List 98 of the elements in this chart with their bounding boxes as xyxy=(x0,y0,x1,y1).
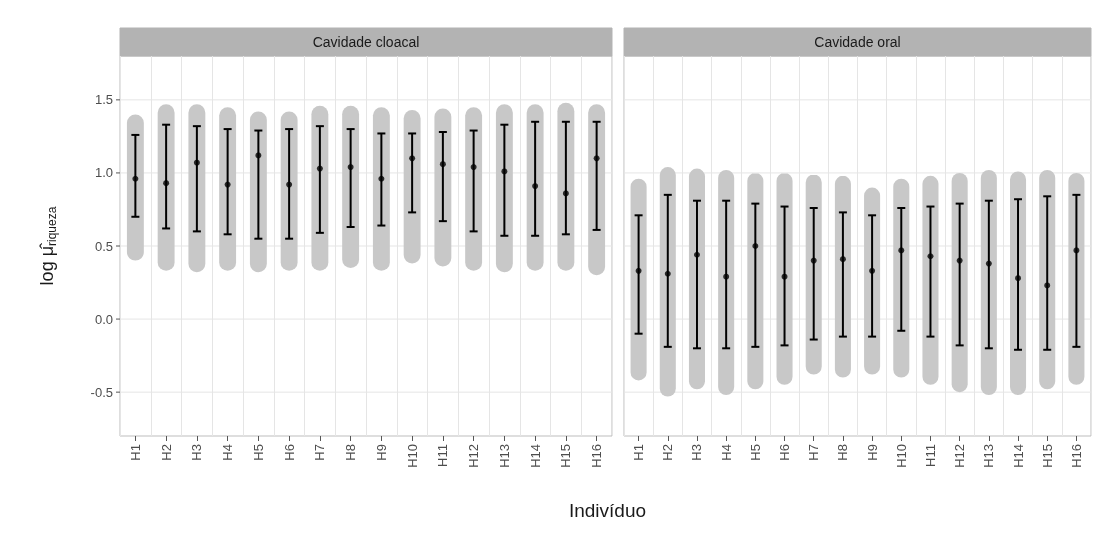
y-tick-label: 1.0 xyxy=(94,165,113,181)
x-tick-label: H2 xyxy=(660,444,676,461)
x-tick-label: H8 xyxy=(835,444,851,461)
x-tick-label: H3 xyxy=(189,444,205,461)
x-tick-label: H10 xyxy=(893,444,909,468)
point xyxy=(439,161,446,168)
x-tick-label: H12 xyxy=(466,444,482,468)
x-tick-label: H14 xyxy=(1010,444,1026,468)
bar xyxy=(434,108,452,267)
point xyxy=(1073,247,1080,254)
bar xyxy=(188,104,206,273)
x-tick-label: H16 xyxy=(1068,444,1084,468)
x-axis-title: Indivíduo xyxy=(567,500,648,522)
x-tick-label: H15 xyxy=(1039,444,1055,468)
bar xyxy=(372,107,390,271)
point xyxy=(810,257,817,264)
x-tick-label: H9 xyxy=(864,444,880,461)
point xyxy=(869,267,876,274)
x-tick-label: H7 xyxy=(806,444,822,461)
point xyxy=(347,164,354,171)
x-tick-label: H2 xyxy=(158,444,174,461)
x-tick-label: H6 xyxy=(281,444,297,461)
point xyxy=(193,159,200,166)
point xyxy=(839,256,846,263)
point xyxy=(752,243,759,249)
bar xyxy=(864,187,881,375)
x-tick-label: H15 xyxy=(558,444,574,468)
chart-title: Cavidade cloacal xyxy=(312,34,420,50)
point xyxy=(532,183,539,190)
x-tick-label: H7 xyxy=(312,444,328,461)
x-tick-label: H4 xyxy=(718,444,734,461)
point xyxy=(1015,275,1022,282)
x-tick-label: H6 xyxy=(777,444,793,461)
bar xyxy=(1039,170,1056,390)
point xyxy=(132,175,139,182)
point xyxy=(593,155,600,162)
point xyxy=(409,155,416,162)
x-tick-label: H1 xyxy=(127,444,143,461)
x-tick-label: H12 xyxy=(952,444,968,468)
bar xyxy=(465,107,483,271)
x-tick-label: H11 xyxy=(435,444,451,467)
x-tick-label: H4 xyxy=(220,444,236,461)
point xyxy=(562,190,569,197)
bar xyxy=(588,104,606,276)
bar xyxy=(893,178,910,378)
x-tick-label: H11 xyxy=(922,444,938,467)
point xyxy=(664,270,671,277)
bar xyxy=(630,178,647,381)
point xyxy=(255,152,262,159)
bar xyxy=(403,110,421,264)
point xyxy=(956,257,963,264)
point xyxy=(470,164,477,171)
bar xyxy=(280,111,298,271)
point xyxy=(163,180,170,187)
point xyxy=(927,253,934,260)
bar xyxy=(495,104,513,273)
x-tick-label: H3 xyxy=(689,444,705,461)
bar xyxy=(126,114,144,261)
x-tick-label: H13 xyxy=(496,444,512,468)
point xyxy=(286,181,293,188)
bar xyxy=(659,167,676,397)
bar xyxy=(342,105,360,268)
chart-title: Cavidade oral xyxy=(814,34,901,50)
bar xyxy=(805,174,822,375)
y-tick-label: 0.5 xyxy=(94,238,113,254)
point xyxy=(316,165,323,172)
x-tick-label: H8 xyxy=(343,444,359,461)
x-tick-label: H5 xyxy=(747,444,763,461)
y-tick-label: -0.5 xyxy=(90,384,113,400)
bar xyxy=(747,172,764,390)
bar xyxy=(557,102,575,271)
y-tick-label: 0.0 xyxy=(94,311,113,327)
point xyxy=(378,175,385,182)
bar xyxy=(311,105,329,271)
point xyxy=(898,247,905,254)
x-tick-label: H9 xyxy=(373,444,389,461)
bar xyxy=(834,175,851,378)
x-tick-label: H13 xyxy=(981,444,997,468)
point xyxy=(224,181,231,188)
bar xyxy=(249,111,267,273)
x-tick-label: H1 xyxy=(631,444,647,461)
point xyxy=(693,251,700,258)
bar xyxy=(1068,172,1085,385)
bar xyxy=(157,104,175,271)
point xyxy=(723,273,730,280)
point xyxy=(985,260,992,267)
point xyxy=(501,168,508,175)
x-tick-label: H16 xyxy=(589,444,605,468)
y-tick-label: 1.5 xyxy=(94,92,113,108)
point xyxy=(1044,282,1051,289)
bar xyxy=(922,175,939,385)
x-tick-label: H5 xyxy=(250,444,266,461)
y-axis-title: log μ̂riqueza xyxy=(37,206,59,286)
bar xyxy=(219,107,237,271)
point xyxy=(635,267,642,274)
x-tick-label: H14 xyxy=(527,444,543,468)
bar xyxy=(951,172,968,393)
x-tick-label: H10 xyxy=(404,444,420,468)
